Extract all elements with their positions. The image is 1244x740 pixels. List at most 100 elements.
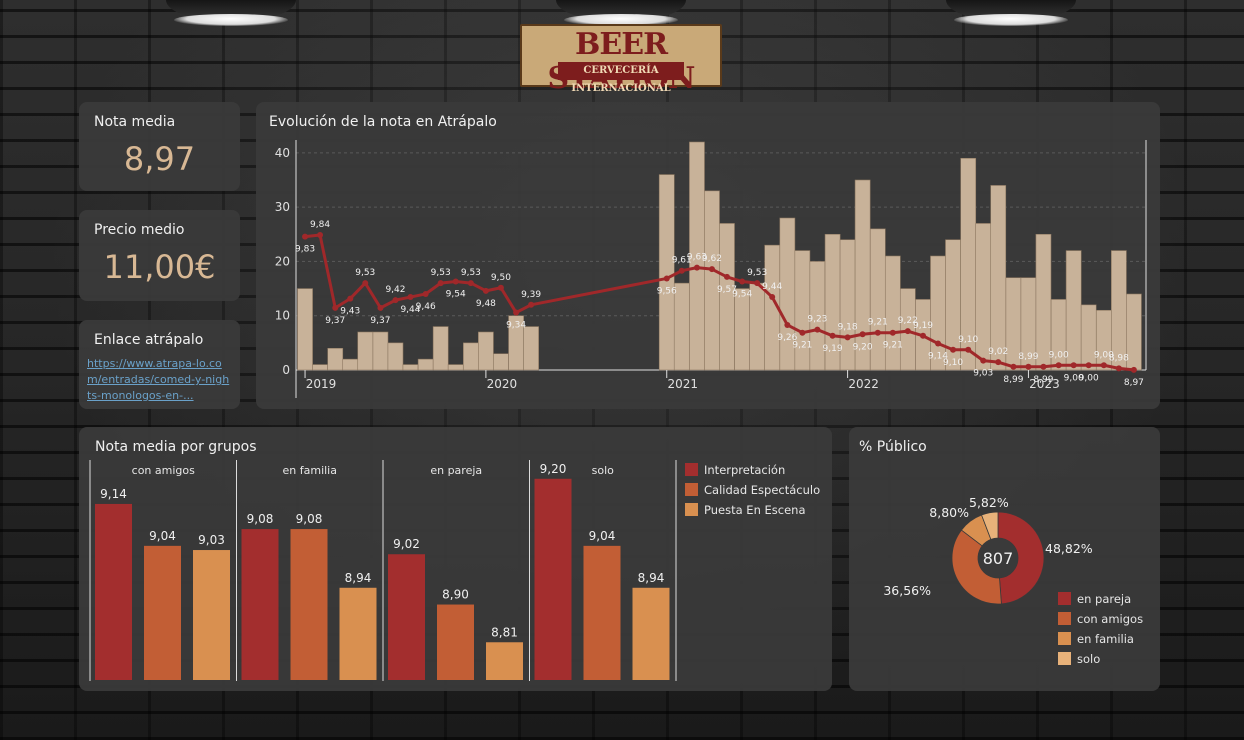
y-tick-label: 20 bbox=[275, 254, 290, 268]
count-bar bbox=[478, 331, 494, 371]
ceiling-lamp-right bbox=[946, 0, 1076, 26]
nota-data-label: 9,26 bbox=[777, 333, 797, 343]
nota-data-label: 9,00 bbox=[1079, 373, 1099, 383]
group-bar bbox=[534, 478, 572, 680]
x-tick-label: 2022 bbox=[848, 377, 879, 391]
group-bar-value: 9,08 bbox=[247, 512, 274, 526]
nota-data-label: 9,14 bbox=[928, 352, 948, 362]
nota-data-label: 9,61 bbox=[672, 256, 692, 266]
count-bar bbox=[884, 255, 901, 371]
nota-point bbox=[1070, 362, 1077, 369]
nota-data-label: 9,57 bbox=[717, 285, 737, 295]
legend-label: con amigos bbox=[1077, 612, 1143, 626]
nota-point bbox=[1055, 362, 1062, 369]
nota-point bbox=[1085, 362, 1092, 369]
atrapalo-link[interactable]: https://www.atrapa-lo.com/entradas/comed… bbox=[87, 357, 230, 402]
nota-data-label: 9,10 bbox=[958, 335, 978, 345]
nota-point bbox=[347, 295, 354, 302]
ceiling-lamp-left bbox=[166, 0, 296, 26]
count-bar bbox=[357, 331, 374, 371]
group-bar-value: 8,90 bbox=[442, 588, 469, 602]
x-tick-label: 2021 bbox=[667, 377, 698, 391]
nota-point bbox=[392, 297, 399, 304]
kpi-nota-media-card: Nota media 8,97 bbox=[79, 102, 240, 191]
nota-point bbox=[437, 280, 444, 287]
donut-percent-label: 36,56% bbox=[883, 583, 931, 598]
nota-point bbox=[362, 280, 369, 287]
nota-data-label: 9,63 bbox=[687, 253, 707, 263]
count-bar bbox=[493, 353, 509, 371]
kpi-precio-medio-value: 11,00€ bbox=[103, 248, 216, 286]
nota-point bbox=[980, 357, 987, 364]
grupos-card: Nota media por grupos con amigos 9,14 9,04… bbox=[79, 427, 832, 691]
group-header: en familia bbox=[283, 464, 337, 477]
nota-data-label: 9,21 bbox=[792, 341, 812, 351]
evolucion-card: Evolución de la nota en Atrápalo 0 10 20 30… bbox=[256, 102, 1160, 409]
group-bar bbox=[339, 587, 377, 680]
nota-data-label: 9,62 bbox=[702, 254, 722, 264]
nota-data-label: 9,23 bbox=[807, 315, 827, 325]
legend-label: Calidad Espectáculo bbox=[704, 483, 820, 497]
count-bar bbox=[387, 342, 404, 371]
nota-data-label: 9,53 bbox=[747, 268, 767, 278]
group-bar bbox=[95, 503, 132, 680]
count-bar bbox=[658, 174, 675, 371]
nota-point bbox=[452, 278, 459, 285]
kpi-nota-media-value: 8,97 bbox=[123, 140, 196, 178]
enlace-atrapalo-card: Enlace atrápalo https://www.atrapa-lo.co… bbox=[79, 320, 240, 409]
group-bar-value: 9,08 bbox=[296, 512, 323, 526]
group-bar-value: 9,02 bbox=[393, 537, 420, 551]
group-bar-value: 8,81 bbox=[491, 625, 518, 639]
x-tick-label: 2020 bbox=[487, 377, 518, 391]
group-bar bbox=[486, 642, 523, 680]
count-bar bbox=[794, 250, 811, 371]
nota-point bbox=[528, 301, 535, 308]
nota-data-label: 9,53 bbox=[461, 268, 481, 278]
donut-percent-label: 8,80% bbox=[929, 505, 969, 520]
nota-data-label: 9,20 bbox=[853, 342, 873, 352]
legend-swatch bbox=[1058, 652, 1071, 665]
count-bar bbox=[372, 331, 389, 371]
nota-point bbox=[829, 332, 836, 339]
nota-data-label: 9,84 bbox=[310, 220, 330, 230]
legend-label: en pareja bbox=[1077, 592, 1131, 606]
donut-hole bbox=[978, 538, 1018, 578]
nota-data-label: 9,21 bbox=[883, 341, 903, 351]
group-bar bbox=[583, 545, 621, 680]
nota-point bbox=[754, 280, 761, 287]
grupos-title: Nota media por grupos bbox=[95, 439, 257, 455]
nota-data-label: 9,83 bbox=[295, 245, 315, 255]
nota-point bbox=[708, 266, 715, 273]
legend-swatch bbox=[685, 463, 698, 476]
nota-point bbox=[799, 329, 806, 336]
count-bar bbox=[463, 342, 479, 371]
group-bar-value: 9,04 bbox=[589, 529, 616, 543]
nota-data-label: 9,03 bbox=[973, 369, 993, 379]
count-bar bbox=[417, 358, 434, 371]
enlace-atrapalo-label: Enlace atrápalo bbox=[94, 332, 204, 348]
nota-data-label: 9,48 bbox=[476, 299, 496, 309]
nota-data-label: 9,21 bbox=[868, 318, 888, 328]
group-bar-value: 8,94 bbox=[345, 571, 372, 585]
nota-point bbox=[995, 359, 1002, 366]
nota-data-label: 9,00 bbox=[1064, 373, 1084, 383]
group-bar-value: 9,14 bbox=[100, 487, 127, 501]
group-bar-value: 9,04 bbox=[149, 529, 176, 543]
nota-point bbox=[1115, 365, 1122, 372]
nota-point bbox=[844, 334, 851, 341]
kpi-nota-media-label: Nota media bbox=[94, 114, 176, 130]
nota-data-label: 9,54 bbox=[446, 290, 466, 300]
nota-data-label: 9,43 bbox=[340, 307, 360, 317]
y-tick-label: 10 bbox=[275, 309, 290, 323]
nota-point bbox=[904, 328, 911, 335]
nota-point bbox=[1130, 366, 1137, 373]
count-bar bbox=[734, 288, 750, 371]
nota-point bbox=[1040, 363, 1047, 370]
nota-point bbox=[920, 332, 927, 339]
nota-data-label: 9,39 bbox=[521, 290, 541, 300]
nota-point bbox=[859, 331, 866, 338]
count-bar bbox=[523, 326, 539, 371]
group-bar bbox=[437, 604, 474, 680]
nota-point bbox=[935, 340, 942, 347]
group-bar-value: 9,20 bbox=[540, 462, 567, 476]
